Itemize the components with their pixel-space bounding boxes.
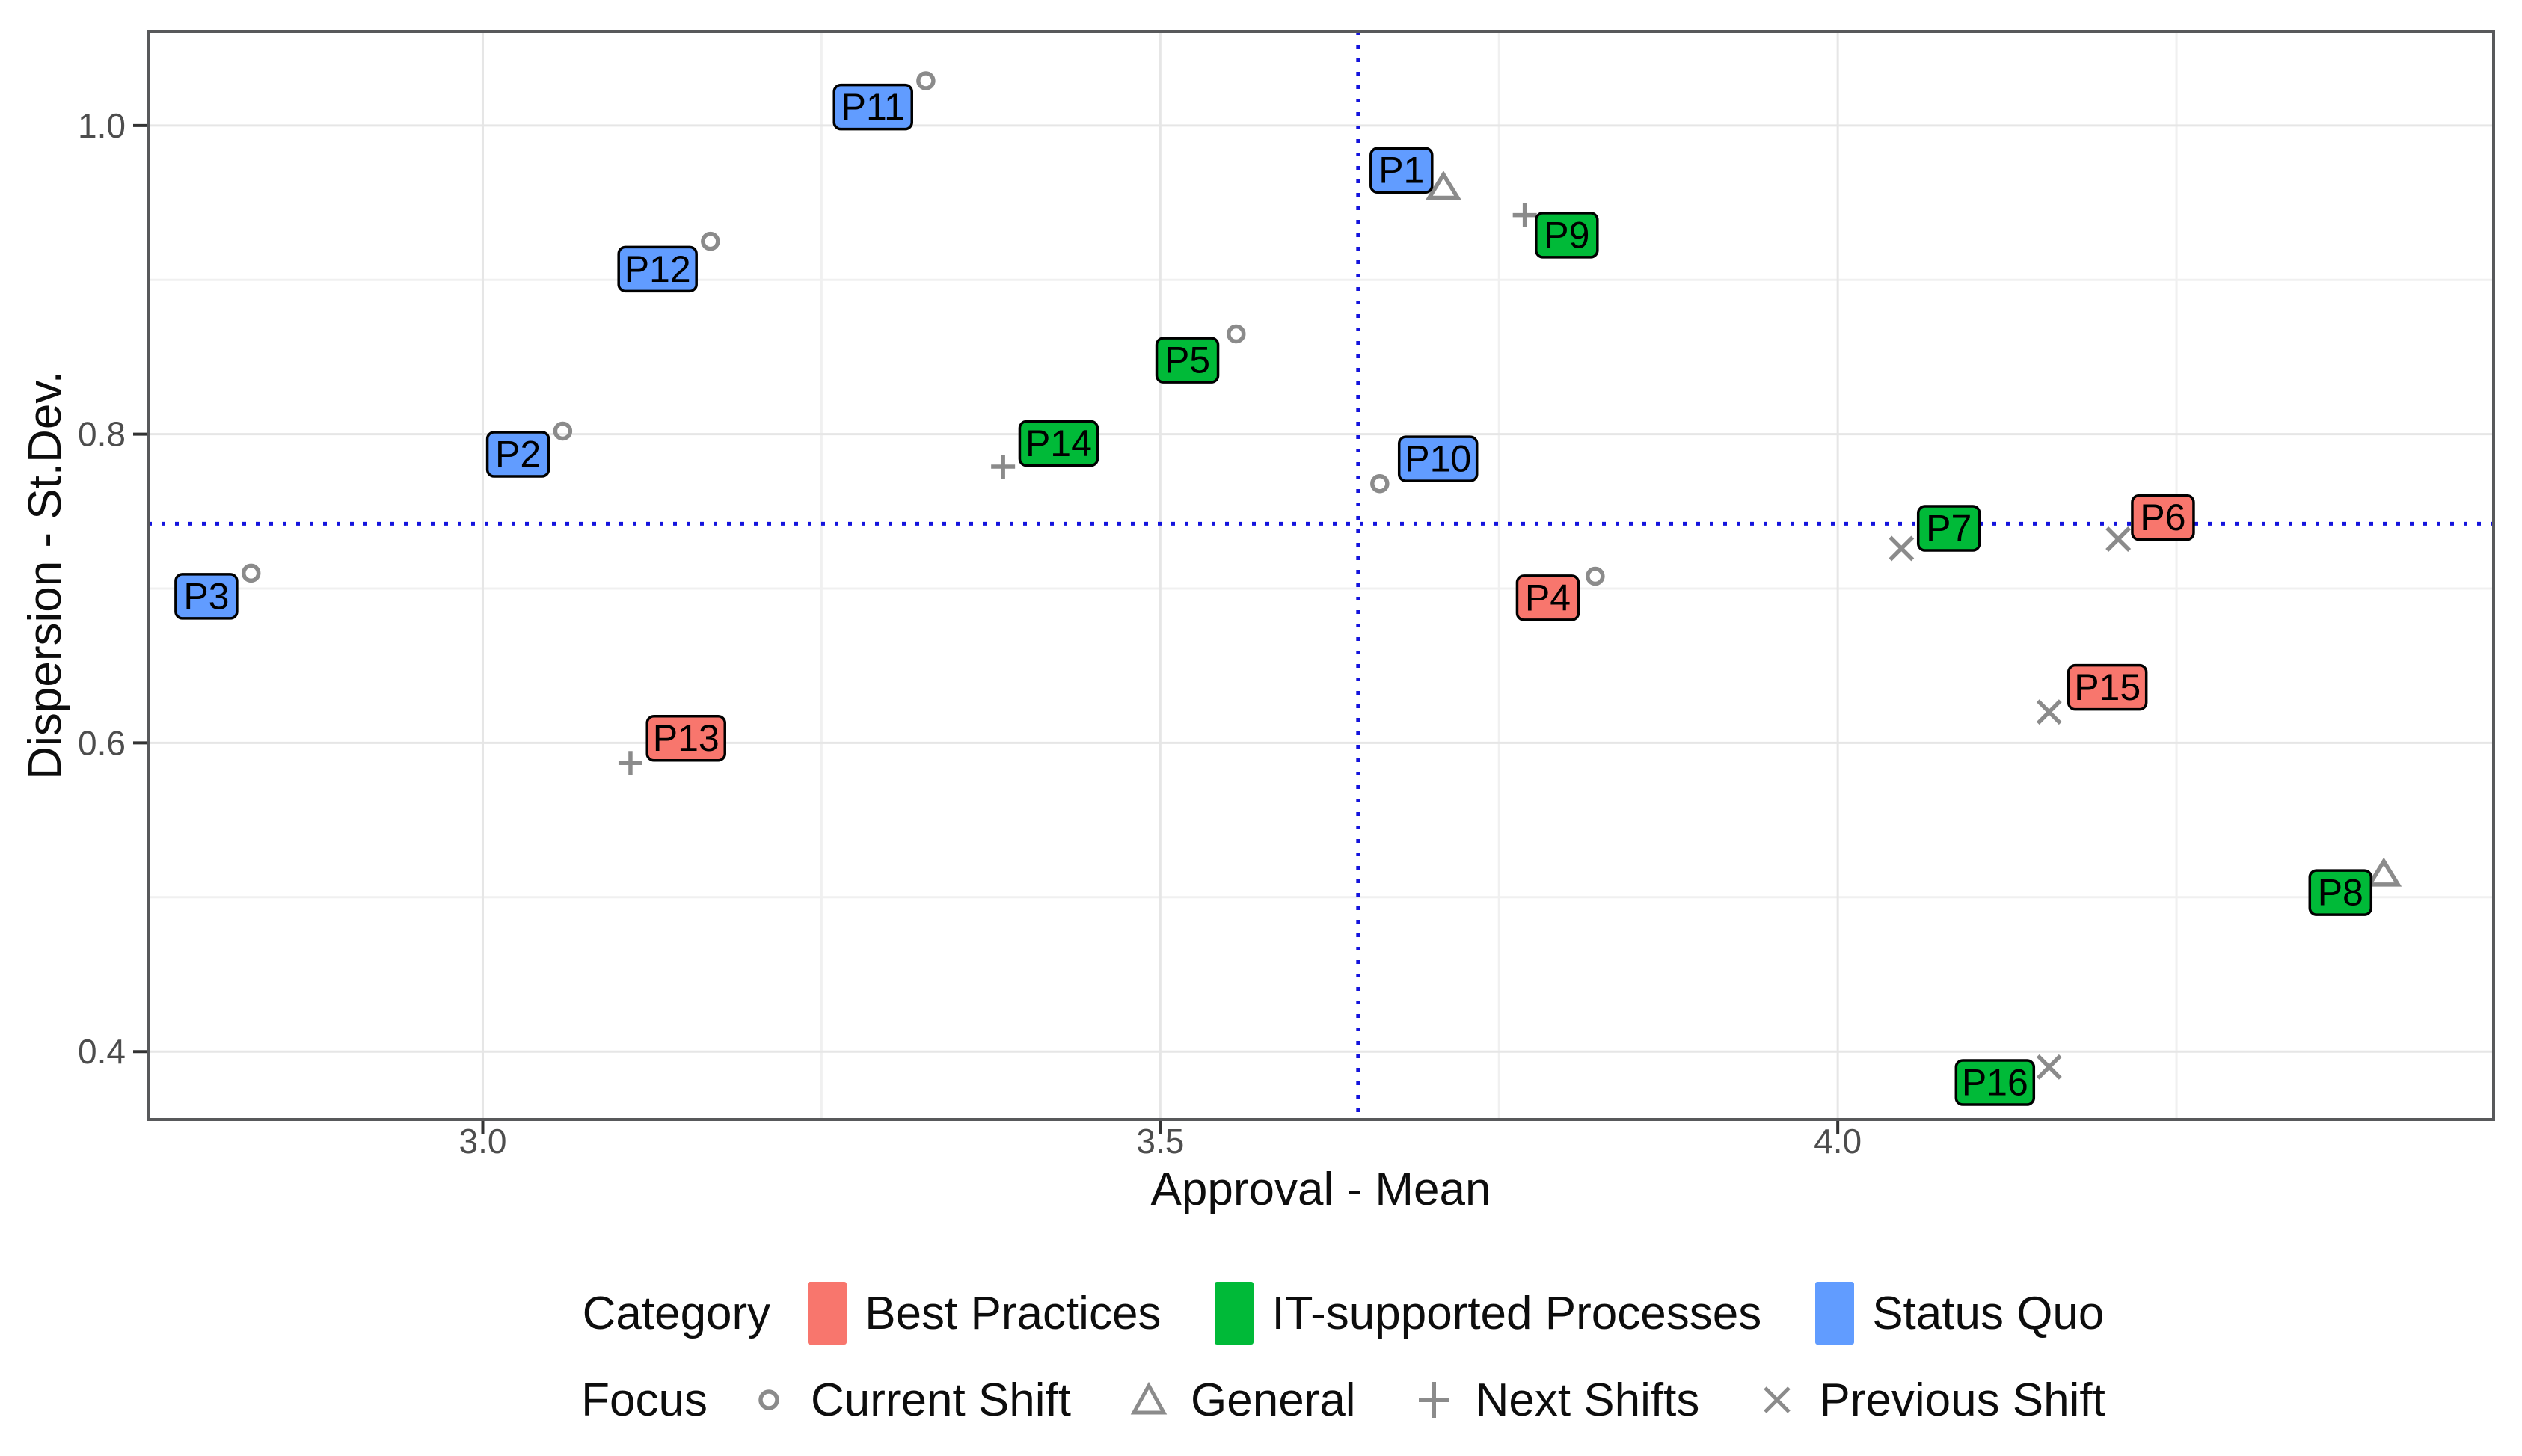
point-P7-label-box [1916,505,1981,552]
legend-category-title: Category [582,1287,771,1339]
point-P3-marker-current-shift [241,563,261,583]
y-tick-label: 1.0 [78,106,126,145]
point-P12-marker-current-shift [701,231,720,251]
legend-category: Category Best Practices IT-supported Pro… [0,1271,2522,1355]
point-P16-label: P16 [1962,1061,2028,1103]
point-P1-label-box [1369,147,1434,194]
legend-item-previous-shift: Previous Shift [1753,1374,2105,1427]
legend-item-label: General [1191,1374,1356,1426]
point-P2-label-box [485,431,550,478]
legend-item-current-shift: Current Shift [745,1374,1071,1427]
point-P15-marker-previous-shift [2036,699,2062,725]
panel-border [147,30,2495,1121]
point-P11-marker-current-shift [916,71,936,90]
point-P5-label: P5 [1165,340,1210,381]
point-P6-label-box [2131,494,2195,541]
point-P3-label-box [174,573,239,620]
y-tick-label: 0.8 [78,415,126,454]
plus-marker-icon [1418,1382,1449,1418]
point-P2-marker-current-shift [553,421,573,441]
triangle-marker-icon [1130,1381,1168,1415]
point-P4-label-box [1515,574,1580,621]
best-practices-swatch [808,1282,847,1345]
point-P16-label-box [1954,1059,2036,1106]
x-tick-label: 3.0 [459,1122,507,1161]
legend-item-label: Current Shift [810,1374,1071,1426]
y-axis-title-wrap: Dispersion - St.Dev. [13,31,76,1119]
legend-item-best-practices: Best Practices [808,1282,1161,1345]
point-P12-label-box [617,245,698,293]
point-P4-label: P4 [1525,577,1571,618]
point-P1-marker-general [1426,171,1461,200]
point-P3-label: P3 [183,575,229,617]
point-P14-label-box [1018,420,1099,467]
legend-item-label: IT-supported Processes [1271,1287,1762,1339]
point-P14-label: P14 [1025,423,1092,464]
point-P8-marker-general [2366,857,2402,887]
status-quo-swatch [1815,1282,1855,1345]
legend-item-label: Next Shifts [1475,1374,1700,1426]
y-tick-label: 0.4 [78,1032,126,1071]
point-P6-marker-previous-shift [2105,526,2132,552]
point-P13-marker-next-shifts [618,751,642,775]
y-tick-label: 0.6 [78,723,126,762]
point-P13-label-box [645,714,726,762]
it-supported-swatch [1215,1282,1254,1345]
legend-item-label: Best Practices [865,1287,1162,1339]
point-P15-label-box [2067,663,2148,711]
point-P9-label-box [1535,212,1599,259]
point-P10-label: P10 [1405,438,1471,480]
point-P1-label: P1 [1378,150,1424,191]
legend-focus: Focus Current Shift General Next Shifts … [0,1360,2522,1440]
x-tick-label: 3.5 [1136,1122,1184,1161]
point-P8-label: P8 [2318,872,2363,914]
point-P12-label: P12 [625,248,691,290]
x-marker-icon [1764,1386,1791,1413]
y-axis-title: Dispersion - St.Dev. [19,371,71,780]
point-P10-marker-current-shift [1370,473,1390,494]
point-P9-marker-next-shifts [1512,203,1537,227]
point-P4-marker-current-shift [1586,566,1605,586]
point-P6-label: P6 [2140,497,2185,538]
point-P13-label: P13 [653,717,720,759]
point-P14-marker-next-shifts [991,455,1016,479]
point-P7-label: P7 [1926,508,1972,550]
legend-item-next-shifts: Next Shifts [1410,1374,1700,1427]
legend-item-label: Previous Shift [1819,1374,2105,1426]
x-axis-title: Approval - Mean [1150,1164,1491,1215]
legend-item-status-quo: Status Quo [1815,1282,2104,1345]
point-P11-label: P11 [841,86,905,128]
legend-item-general: General [1125,1374,1356,1427]
point-P7-marker-previous-shift [1889,535,1915,562]
legend-item-label: Status Quo [1872,1287,2105,1339]
point-P5-marker-current-shift [1227,324,1246,344]
point-P2-label: P2 [495,433,541,475]
point-P15-label: P15 [2074,666,2141,708]
point-P10-label-box [1397,435,1479,482]
point-P11-label-box [832,83,913,131]
circle-marker-icon [758,1389,779,1410]
point-P5-label-box [1155,337,1220,384]
legend-item-it-supported: IT-supported Processes [1215,1282,1761,1345]
legend-focus-title: Focus [581,1374,708,1426]
x-tick-label: 4.0 [1814,1122,1862,1161]
point-P16-marker-previous-shift [2036,1054,2062,1080]
point-P9-label: P9 [1544,214,1589,256]
point-P8-label-box [2308,869,2373,916]
